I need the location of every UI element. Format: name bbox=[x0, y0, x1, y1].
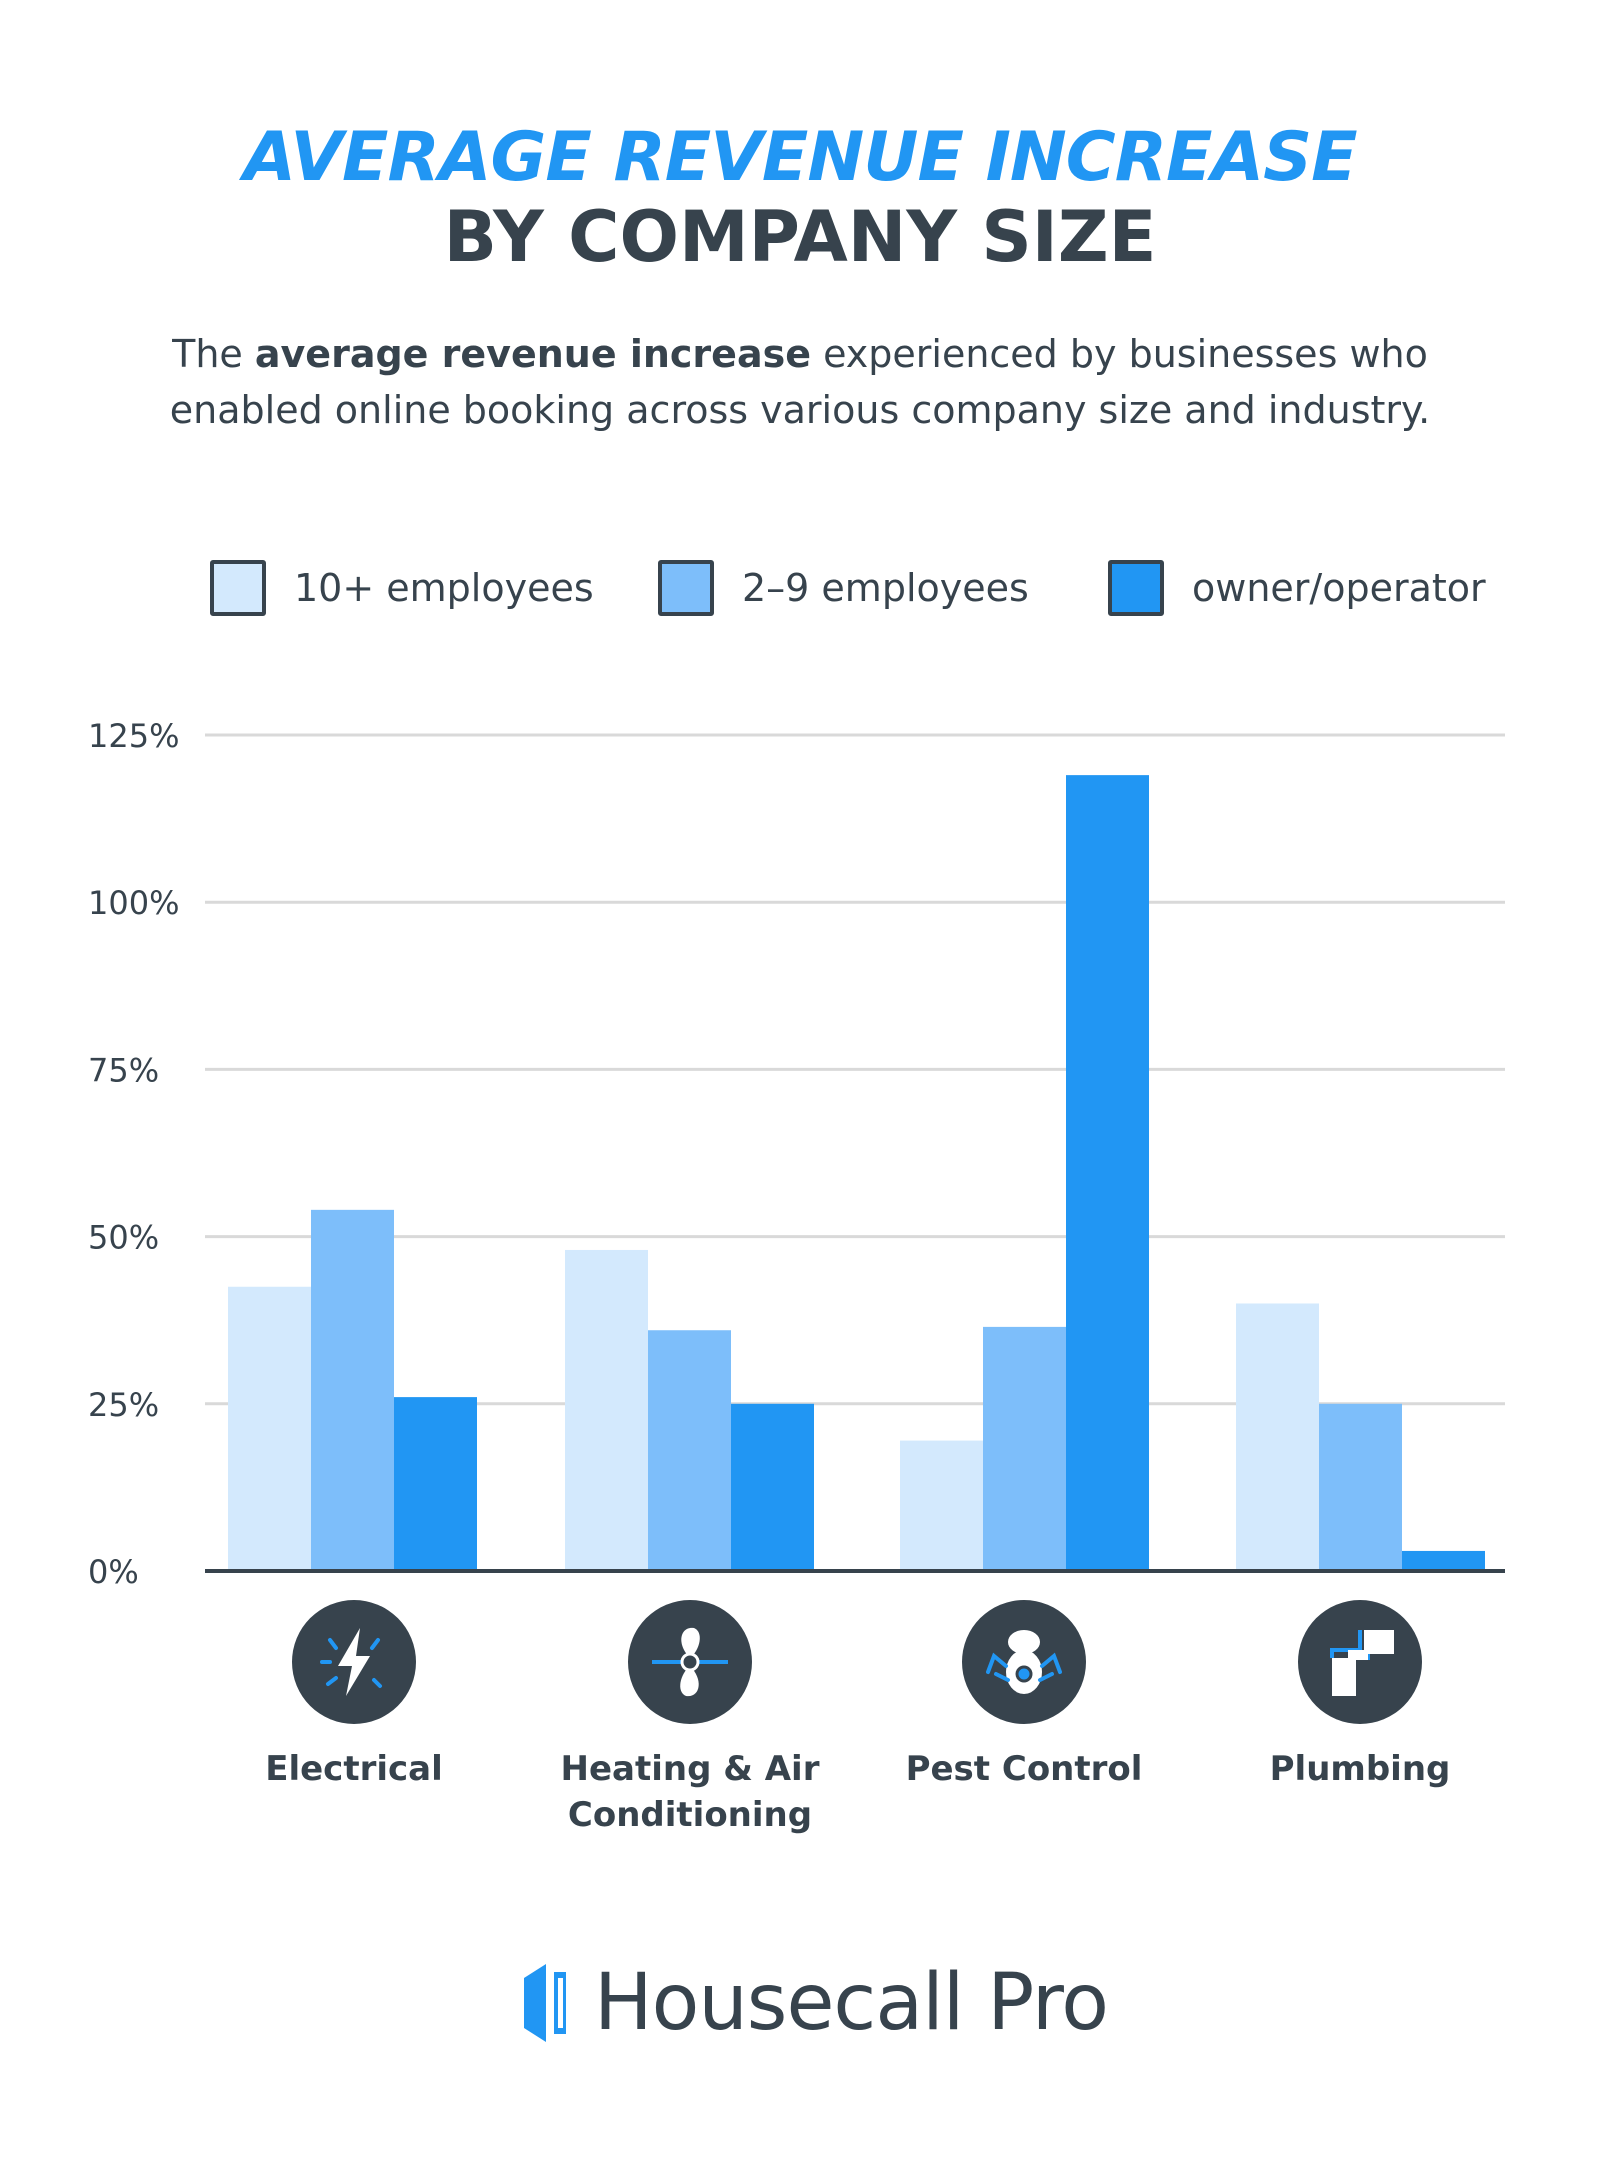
y-tick-label-0: 0% bbox=[88, 1553, 139, 1591]
chart-title-line1: AVERAGE REVENUE INCREASE bbox=[243, 118, 1357, 197]
y-tick-label-25: 25% bbox=[88, 1386, 159, 1424]
category-label-pest-control-line1: Pest Control bbox=[905, 1749, 1143, 1789]
bar-hvac-10-plus bbox=[565, 1249, 648, 1571]
fan-icon bbox=[628, 1600, 752, 1724]
bar-pest-control-2-9 bbox=[983, 1326, 1066, 1571]
legend-label-owner: owner/operator bbox=[1192, 566, 1486, 610]
bar-pest-control-owner bbox=[1066, 775, 1149, 1571]
bar-electrical-owner bbox=[394, 1397, 477, 1571]
brand-name: Housecall Pro bbox=[594, 1958, 1109, 2048]
legend-swatch-10-plus bbox=[210, 560, 266, 616]
bug-icon bbox=[962, 1600, 1086, 1724]
bar-pest-control-10-plus bbox=[900, 1440, 983, 1571]
subtitle-text-post: experienced by businesses who enabled on… bbox=[169, 332, 1431, 432]
lightning-bolt-icon bbox=[292, 1600, 416, 1724]
legend-label-2-9: 2–9 employees bbox=[742, 566, 1029, 610]
y-tick-label-100: 100% bbox=[88, 884, 179, 922]
legend-label-10-plus: 10+ employees bbox=[294, 566, 594, 610]
y-tick-label-75: 75% bbox=[88, 1051, 159, 1089]
bar-hvac-owner bbox=[731, 1403, 814, 1571]
bar-chart: 0% 25% 50% 75% 100% 125% bbox=[88, 717, 1505, 1591]
legend-item-10-plus: 10+ employees bbox=[210, 556, 594, 620]
category-label-electrical: Electrical bbox=[204, 1746, 504, 1792]
housecall-logo-icon bbox=[524, 1964, 566, 2042]
legend-item-owner: owner/operator bbox=[1108, 556, 1486, 620]
legend-swatch-2-9 bbox=[658, 560, 714, 616]
category-label-electrical-line1: Electrical bbox=[265, 1749, 443, 1789]
legend-swatch-owner bbox=[1108, 560, 1164, 616]
y-tick-label-125: 125% bbox=[88, 717, 179, 755]
chart-subtitle: The average revenue increase experienced… bbox=[100, 326, 1500, 438]
bar-electrical-2-9 bbox=[311, 1209, 394, 1571]
subtitle-text-bold: average revenue increase bbox=[254, 332, 811, 376]
y-tick-label-50: 50% bbox=[88, 1219, 159, 1257]
bar-plumbing-10-plus bbox=[1236, 1303, 1319, 1571]
category-label-hvac: Heating & Air Conditioning bbox=[540, 1746, 840, 1838]
bar-plumbing-owner bbox=[1402, 1550, 1485, 1571]
chart-title-line2: BY COMPANY SIZE bbox=[443, 196, 1157, 278]
legend-item-2-9: 2–9 employees bbox=[658, 556, 1029, 620]
category-label-plumbing-line1: Plumbing bbox=[1269, 1749, 1451, 1789]
bar-electrical-10-plus bbox=[228, 1286, 311, 1571]
category-label-pest-control: Pest Control bbox=[874, 1746, 1174, 1792]
bar-hvac-2-9 bbox=[648, 1330, 731, 1571]
category-label-hvac-line1: Heating & Air bbox=[560, 1749, 820, 1789]
bar-plumbing-2-9 bbox=[1319, 1403, 1402, 1571]
brand-logo: Housecall Pro bbox=[524, 1958, 1109, 2048]
pipe-icon bbox=[1298, 1600, 1422, 1724]
subtitle-text-pre: The bbox=[172, 332, 255, 376]
category-label-plumbing: Plumbing bbox=[1210, 1746, 1510, 1792]
category-label-hvac-line2: Conditioning bbox=[567, 1795, 813, 1835]
